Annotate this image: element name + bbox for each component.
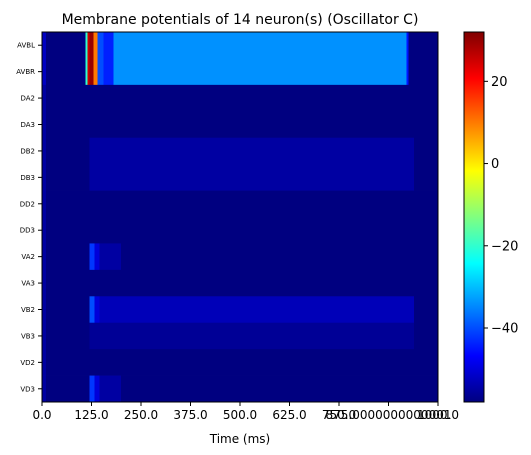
x-tick-label: 0.0 — [32, 408, 51, 422]
heatmap-row-vb3 — [42, 322, 438, 350]
heatmap-row-dd3 — [42, 217, 438, 244]
heatmap-row-vb2 — [42, 296, 438, 324]
x-tick-label: 125.0 — [74, 408, 108, 422]
heatmap-row-da2 — [42, 84, 438, 112]
y-tick-label: AVBR — [16, 68, 35, 76]
colorbar-tick-label: 20 — [491, 75, 508, 90]
heatmap-row-vd3 — [42, 375, 438, 403]
heatmap-row-avbl — [42, 32, 438, 59]
y-tick-label: VA2 — [21, 253, 35, 261]
y-tick-label: DA3 — [20, 121, 35, 129]
heatmap-row-va3 — [42, 269, 438, 297]
heatmap-row-db2 — [42, 137, 438, 165]
heatmap-row-va2 — [42, 243, 438, 271]
x-tick-label: 875.0000000000001 — [326, 408, 452, 422]
heatmap-row-avbr — [42, 58, 438, 86]
colorbar-tick-label: −40 — [491, 322, 518, 337]
heatmap-row-vd2 — [42, 349, 438, 376]
y-tick-label: DD2 — [20, 200, 35, 208]
x-tick-label: 375.0 — [173, 408, 207, 422]
y-tick-label: VD3 — [20, 385, 35, 393]
heatmap-area — [41, 31, 439, 403]
colorbar-tick-label: 0 — [491, 157, 499, 172]
heatmap-row-dd2 — [42, 190, 438, 218]
y-tick-label: DA2 — [20, 95, 35, 103]
y-tick-label: DB2 — [20, 147, 35, 155]
y-tick-label: DD3 — [20, 227, 35, 235]
y-tick-label: VD2 — [20, 359, 35, 367]
x-tick-label: 500.0 — [223, 408, 257, 422]
x-tick-label: 750.0 — [322, 408, 356, 422]
y-tick-label: VA3 — [21, 280, 35, 288]
colorbar-tick-label: −20 — [491, 239, 518, 254]
x-tick-label: 625.0 — [272, 408, 306, 422]
heatmap-row-da3 — [42, 111, 438, 139]
y-tick-label: DB3 — [20, 174, 35, 182]
x-tick-label: 250.0 — [124, 408, 158, 422]
x-tick-label: 1000.0 — [417, 408, 459, 422]
y-axis: AVBL AVBR DA2 DA3 DB2 DB3 DD2 DD3 VA2 VA3 VB2 VB3 VD… — [16, 42, 42, 393]
colorbar: 20 0 −20 −40 — [463, 31, 518, 403]
y-tick-label: AVBL — [17, 42, 35, 50]
x-axis-label: Time (ms) — [209, 432, 271, 446]
heatmap-row-db3 — [42, 164, 438, 191]
colorbar-gradient — [463, 31, 485, 403]
x-axis: 0.0 125.0 250.0 375.0 500.0 625.0 750.0875.000… — [32, 402, 459, 422]
y-tick-label: VB2 — [21, 306, 35, 314]
y-tick-label: VB3 — [21, 332, 35, 340]
chart-title: Membrane potentials of 14 neuron(s) (Osc… — [62, 12, 419, 28]
